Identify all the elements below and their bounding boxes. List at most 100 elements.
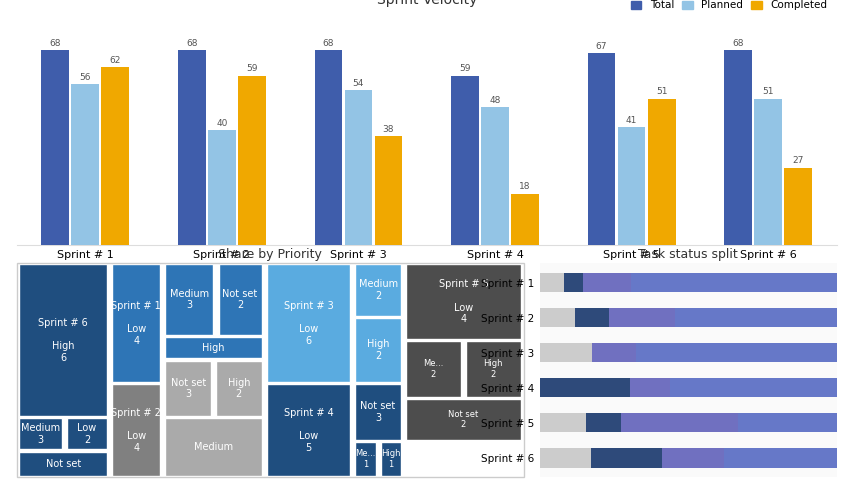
Bar: [662, 448, 723, 468]
Bar: [590, 448, 662, 468]
FancyBboxPatch shape: [165, 337, 262, 358]
Bar: [511, 193, 538, 245]
FancyBboxPatch shape: [19, 264, 107, 416]
Bar: [539, 448, 590, 468]
Bar: [574, 308, 609, 327]
Bar: [587, 53, 614, 245]
Text: Sprint # 4

Low
5: Sprint # 4 Low 5: [284, 408, 333, 452]
Bar: [582, 273, 630, 292]
Text: 59: 59: [246, 64, 257, 74]
Bar: [451, 76, 479, 245]
Text: Sprint # 5

Low
4: Sprint # 5 Low 4: [438, 280, 488, 324]
Text: Medium
3: Medium 3: [170, 289, 208, 310]
Text: Not set
2: Not set 2: [448, 410, 478, 429]
Text: High: High: [202, 343, 225, 353]
Text: 68: 68: [49, 38, 61, 48]
FancyBboxPatch shape: [216, 360, 262, 416]
Bar: [635, 343, 836, 362]
Text: High
2: High 2: [227, 377, 250, 399]
Bar: [238, 76, 265, 245]
FancyBboxPatch shape: [67, 418, 107, 450]
Bar: [630, 378, 669, 397]
FancyBboxPatch shape: [354, 442, 375, 476]
Title: Share by Priority: Share by Priority: [218, 247, 322, 261]
Bar: [314, 50, 342, 245]
Text: High
2: High 2: [483, 359, 502, 379]
Bar: [609, 308, 674, 327]
Text: 41: 41: [625, 116, 636, 125]
Text: 48: 48: [489, 96, 500, 105]
FancyBboxPatch shape: [267, 384, 349, 476]
Text: 62: 62: [110, 56, 121, 65]
FancyBboxPatch shape: [19, 451, 107, 476]
Bar: [723, 50, 751, 245]
FancyBboxPatch shape: [354, 318, 400, 382]
Text: 51: 51: [655, 88, 667, 96]
Bar: [783, 168, 811, 245]
FancyBboxPatch shape: [405, 399, 521, 440]
FancyBboxPatch shape: [267, 264, 349, 382]
FancyBboxPatch shape: [405, 264, 521, 339]
Text: Sprint # 3

Low
6: Sprint # 3 Low 6: [284, 301, 333, 346]
FancyBboxPatch shape: [465, 341, 521, 397]
FancyBboxPatch shape: [112, 264, 160, 382]
Bar: [178, 50, 205, 245]
Bar: [208, 131, 235, 245]
Bar: [586, 413, 620, 432]
Bar: [539, 413, 586, 432]
Text: Not set
3: Not set 3: [360, 401, 395, 423]
Bar: [539, 273, 563, 292]
Text: 27: 27: [792, 156, 803, 166]
Text: Sprint # 2

Low
4: Sprint # 2 Low 4: [111, 408, 161, 452]
Text: 38: 38: [382, 125, 394, 134]
FancyBboxPatch shape: [354, 264, 400, 316]
Bar: [480, 107, 508, 245]
Bar: [617, 128, 645, 245]
Text: Not set
3: Not set 3: [170, 377, 205, 399]
FancyBboxPatch shape: [354, 384, 400, 440]
FancyBboxPatch shape: [165, 418, 262, 476]
Bar: [723, 448, 836, 468]
Bar: [674, 308, 836, 327]
Bar: [592, 343, 635, 362]
Bar: [563, 273, 582, 292]
FancyBboxPatch shape: [405, 341, 460, 397]
Text: Not set: Not set: [46, 459, 81, 469]
Bar: [41, 50, 69, 245]
Bar: [647, 99, 674, 245]
Text: 18: 18: [519, 182, 530, 191]
FancyBboxPatch shape: [165, 360, 211, 416]
Bar: [539, 378, 630, 397]
Bar: [344, 90, 372, 245]
Text: Not set
2: Not set 2: [222, 289, 257, 310]
Text: Sprint # 1

Low
4: Sprint # 1 Low 4: [111, 301, 161, 346]
Text: Medium: Medium: [193, 442, 233, 452]
Text: Medium
2: Medium 2: [358, 279, 398, 301]
Title: Sprint Velocity: Sprint Velocity: [376, 0, 476, 7]
Text: 67: 67: [595, 41, 607, 51]
Legend: Total, Planned, Completed: Total, Planned, Completed: [626, 0, 830, 15]
Bar: [620, 413, 737, 432]
Text: Low
2: Low 2: [78, 423, 96, 445]
Bar: [101, 67, 129, 245]
Text: 51: 51: [761, 88, 773, 96]
Text: Medium
3: Medium 3: [21, 423, 60, 445]
FancyBboxPatch shape: [165, 264, 214, 335]
Text: 56: 56: [79, 73, 91, 82]
Bar: [669, 378, 836, 397]
Bar: [754, 99, 782, 245]
Text: Sprint # 6

High
6: Sprint # 6 High 6: [38, 318, 88, 363]
Text: 59: 59: [458, 64, 470, 74]
Bar: [539, 343, 592, 362]
Bar: [737, 413, 836, 432]
Bar: [630, 273, 836, 292]
Bar: [539, 308, 574, 327]
Text: 68: 68: [186, 38, 197, 48]
Text: High
2: High 2: [366, 339, 389, 361]
Bar: [374, 136, 402, 245]
Bar: [71, 84, 99, 245]
Text: High
1: High 1: [381, 450, 400, 469]
Text: 54: 54: [352, 79, 364, 88]
Title: Task status split: Task status split: [637, 247, 737, 261]
Text: 68: 68: [732, 38, 743, 48]
